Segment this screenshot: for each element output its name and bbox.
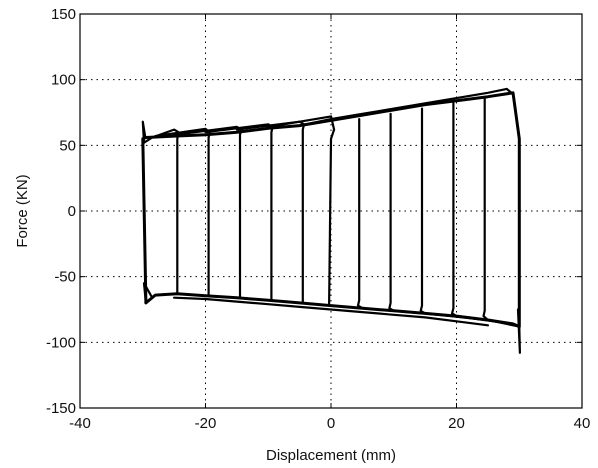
hysteresis-curve-9: [419, 107, 489, 322]
x-tick-label: 20: [448, 415, 465, 432]
hysteresis-curve-8: [388, 112, 458, 318]
hysteresis-curve-15: [298, 87, 515, 127]
y-tick-label: -100: [46, 334, 76, 351]
x-axis-ticks: -40 -20 0 20 40: [69, 14, 590, 432]
hysteresis-curve-12: [516, 308, 522, 354]
y-axis-label: Force (KN): [14, 174, 31, 247]
x-axis-label: Displacement (mm): [266, 447, 396, 464]
y-tick-label: -50: [54, 269, 76, 286]
hysteresis-curve-13: [141, 120, 147, 144]
x-tick-label: -20: [195, 415, 217, 432]
x-tick-label: 0: [327, 415, 335, 432]
y-tick-label: 150: [51, 6, 76, 23]
hysteresis-curves: [141, 87, 522, 354]
grid-lines: [80, 14, 582, 408]
y-tick-label: 50: [59, 137, 76, 154]
hysteresis-curve-0: [141, 91, 521, 329]
y-axis-ticks: -150 -100 -50 0 50 100 150: [46, 6, 582, 417]
y-tick-label: -150: [46, 400, 76, 417]
x-tick-label: -40: [69, 415, 91, 432]
y-tick-label: 0: [68, 203, 76, 220]
hysteresis-curve-16: [173, 296, 489, 327]
x-tick-label: 40: [574, 415, 591, 432]
hysteresis-curve-6: [267, 115, 336, 307]
hysteresis-curve-14: [142, 282, 154, 304]
hysteresis-curve-10: [451, 102, 515, 325]
hysteresis-curve-1: [142, 128, 180, 295]
y-tick-label: 100: [51, 72, 76, 89]
hysteresis-curve-11: [482, 96, 521, 328]
hysteresis-curve-7: [356, 117, 427, 315]
